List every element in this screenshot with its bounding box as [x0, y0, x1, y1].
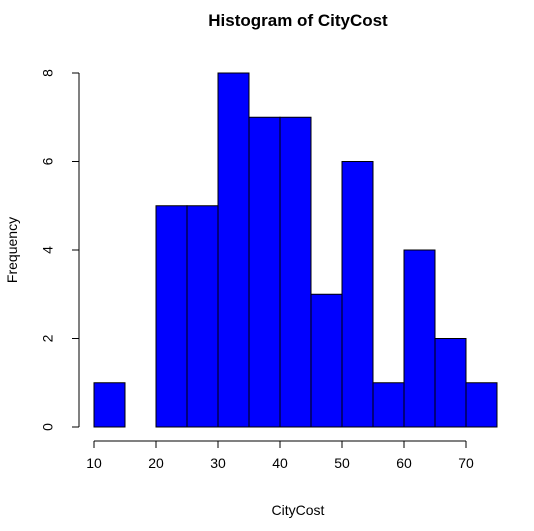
histogram-bar-20-25	[155, 205, 188, 428]
x-tick-label: 60	[396, 455, 412, 471]
x-tick-label: 30	[210, 455, 226, 471]
x-axis: 10 20 30 40 50 60 70	[86, 440, 474, 471]
histogram-bar-30-35	[217, 72, 250, 428]
x-axis-label: CityCost	[272, 502, 325, 518]
bars-group	[93, 72, 498, 428]
histogram-bar-45-50	[310, 293, 343, 428]
x-tick-label: 40	[272, 455, 288, 471]
histogram-bar-55-60	[372, 382, 405, 428]
histogram-bar-40-45	[279, 116, 312, 428]
y-tick-label: 6	[40, 157, 56, 165]
histogram-bar-10-15	[93, 382, 126, 428]
y-tick-label: 2	[40, 334, 56, 342]
x-tick-label: 20	[148, 455, 164, 471]
histogram-bar-25-30	[186, 205, 219, 428]
y-axis: 0 2 4 6 8	[40, 69, 80, 431]
x-tick-label: 70	[458, 455, 474, 471]
histogram-bar-65-70	[434, 338, 467, 428]
y-axis-label: Frequency	[4, 217, 20, 283]
x-tick-label: 50	[334, 455, 350, 471]
chart-title: Histogram of CityCost	[208, 11, 388, 30]
x-tick-label: 10	[86, 455, 102, 471]
histogram-bar-50-55	[341, 161, 374, 428]
y-tick-label: 0	[40, 423, 56, 431]
histogram-bar-60-65	[403, 249, 436, 428]
y-tick-label: 8	[40, 69, 56, 77]
histogram-bar-35-40	[248, 116, 281, 428]
histogram-bar-70-75	[465, 382, 498, 428]
y-tick-label: 4	[40, 246, 56, 254]
